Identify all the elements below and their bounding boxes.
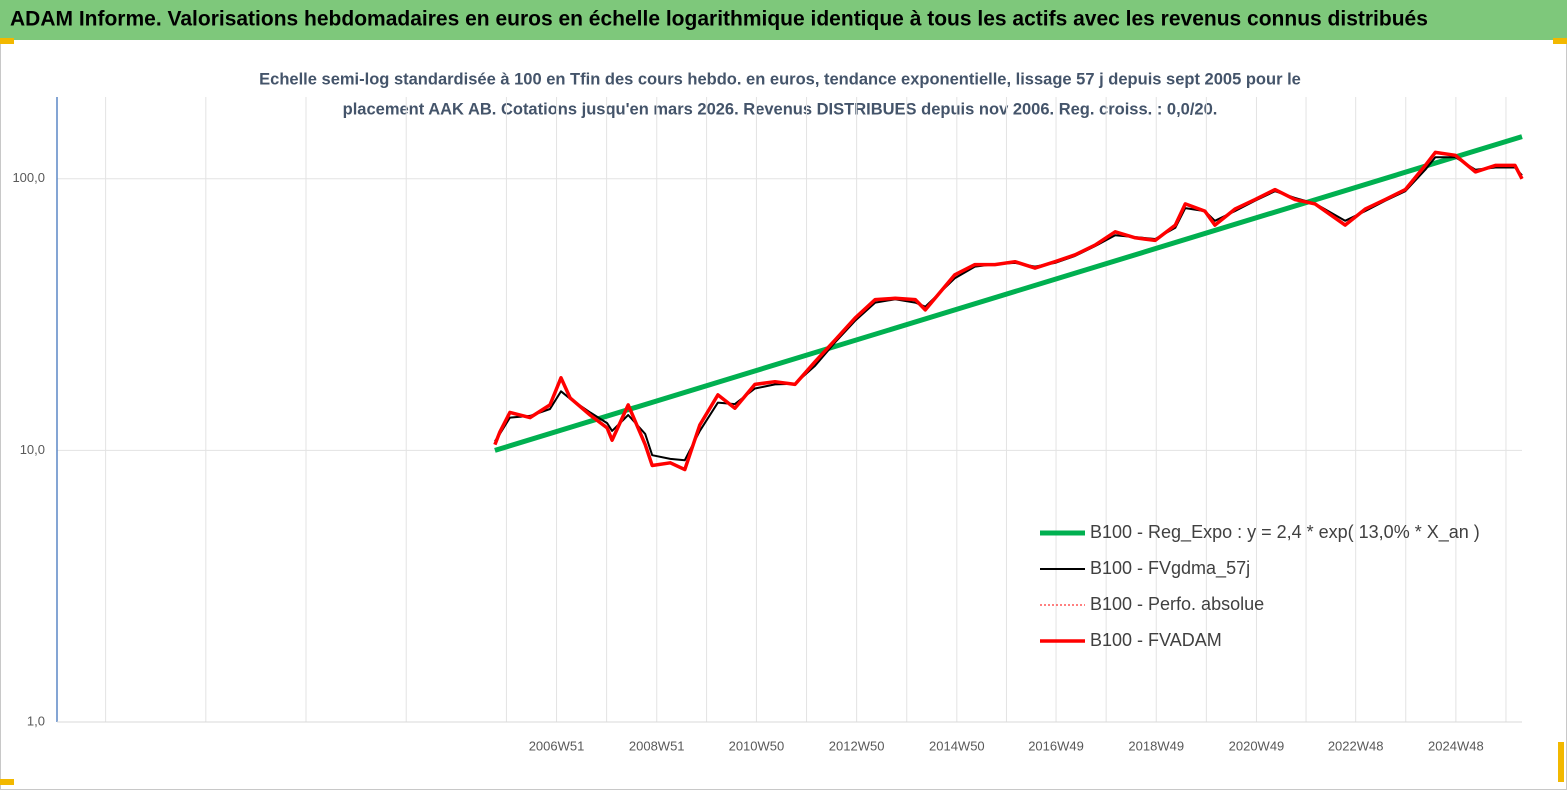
legend-label: B100 - FVADAM [1090,630,1222,650]
series-line [494,134,1523,453]
x-tick-label: 2018W49 [1128,738,1184,753]
legend-label: B100 - Perfo. absolue [1090,594,1264,614]
legend-label: B100 - Reg_Expo : y = 2,4 * exp( 13,0% *… [1090,522,1480,543]
corner [1558,742,1564,782]
legend-label: B100 - FVgdma_57j [1090,558,1250,579]
x-tick-label: 2006W51 [529,738,585,753]
x-tick-label: 2020W49 [1229,738,1285,753]
x-tick-label: 2008W51 [629,738,685,753]
chart-subtitle: Echelle semi-log standardisée à 100 en T… [259,70,1301,88]
x-tick-label: 2014W50 [929,738,985,753]
x-tick-label: 2024W48 [1428,738,1484,753]
y-tick-label: 100,0 [12,170,45,185]
y-tick-label: 10,0 [20,442,45,457]
chart-subtitle: placement AAK AB. Cotations jusqu'en mar… [343,100,1218,118]
x-tick-label: 2010W50 [729,738,785,753]
x-tick-label: 2022W48 [1328,738,1384,753]
x-tick-label: 2012W50 [829,738,885,753]
title-bar [0,0,1567,40]
y-tick-label: 1,0 [27,713,45,728]
series-line [493,150,1524,472]
corner [0,779,14,785]
corner [0,38,14,44]
x-tick-label: 2016W49 [1028,738,1084,753]
corner [1553,38,1567,44]
chart-title: ADAM Informe. Valorisations hebdomadaire… [10,8,1428,31]
